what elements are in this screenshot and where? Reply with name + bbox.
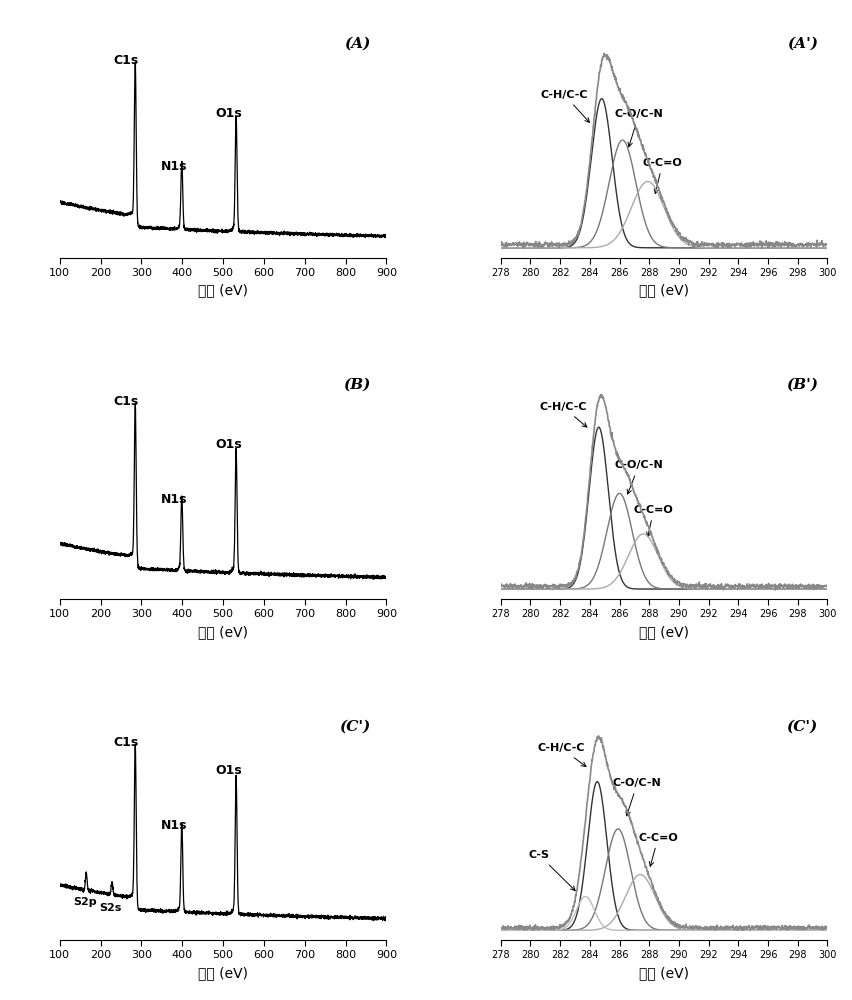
X-axis label: 键能 (eV): 键能 (eV) (198, 966, 248, 980)
Text: C-C=O: C-C=O (637, 833, 677, 866)
Text: N1s: N1s (161, 493, 187, 506)
Text: O1s: O1s (216, 764, 242, 777)
Text: C-C=O: C-C=O (633, 505, 673, 537)
X-axis label: 键能 (eV): 键能 (eV) (638, 625, 688, 639)
Text: O1s: O1s (216, 438, 242, 451)
Text: O1s: O1s (216, 107, 242, 120)
X-axis label: 键能 (eV): 键能 (eV) (638, 283, 688, 297)
Text: C-H/C-C: C-H/C-C (538, 402, 586, 427)
X-axis label: 键能 (eV): 键能 (eV) (638, 966, 688, 980)
Text: S2p: S2p (72, 897, 96, 907)
X-axis label: 键能 (eV): 键能 (eV) (198, 625, 248, 639)
Text: N1s: N1s (161, 160, 187, 173)
Text: C1s: C1s (113, 395, 139, 408)
Text: (B'): (B') (785, 378, 817, 392)
Text: (A): (A) (343, 37, 370, 51)
Text: C-O/C-N: C-O/C-N (613, 109, 662, 147)
Text: S2s: S2s (99, 903, 121, 913)
Text: (C'): (C') (338, 719, 370, 733)
Text: C-O/C-N: C-O/C-N (613, 778, 661, 816)
Text: (B): (B) (343, 378, 370, 392)
Text: C-S: C-S (528, 850, 574, 891)
Text: C1s: C1s (113, 54, 139, 67)
Text: C1s: C1s (113, 736, 139, 749)
Text: N1s: N1s (161, 819, 187, 832)
Text: (C'): (C') (786, 719, 817, 733)
Text: C-H/C-C: C-H/C-C (540, 90, 589, 122)
Text: C-C=O: C-C=O (642, 158, 682, 193)
Text: (A'): (A') (786, 37, 817, 51)
Text: C-H/C-C: C-H/C-C (538, 743, 585, 767)
X-axis label: 键能 (eV): 键能 (eV) (198, 283, 248, 297)
Text: C-O/C-N: C-O/C-N (613, 460, 662, 494)
